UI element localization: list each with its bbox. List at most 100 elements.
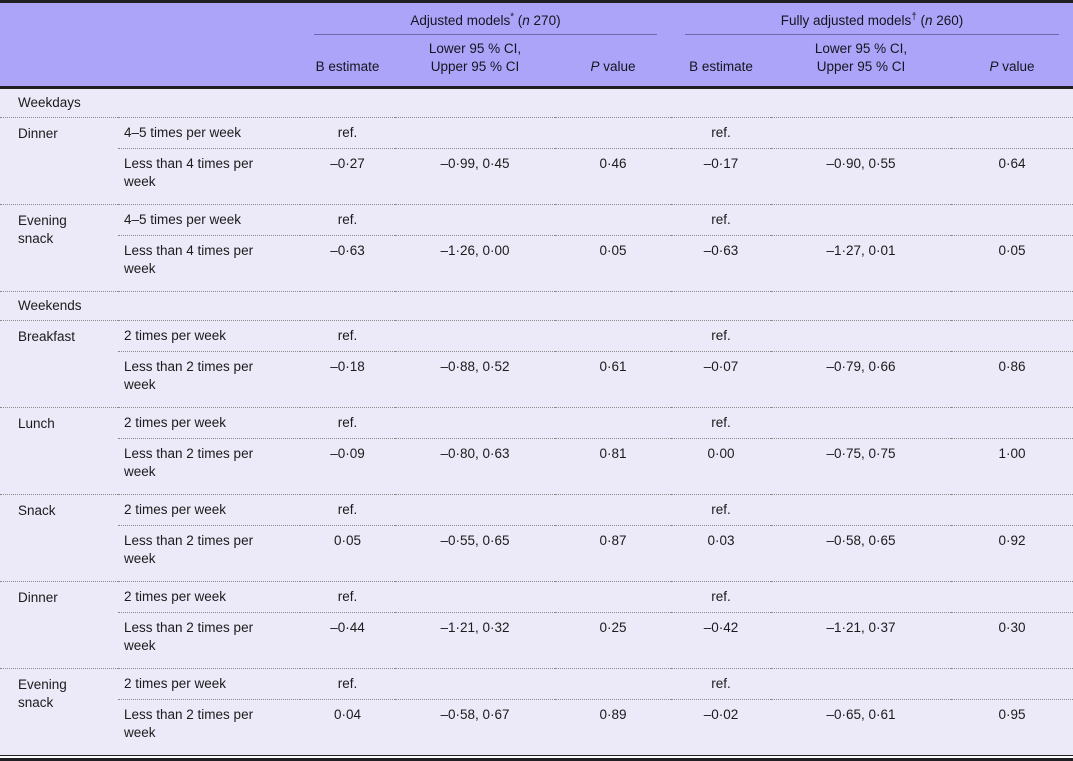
b-estimate-cell: 0·03 <box>671 524 771 582</box>
ci-cell: –0·88, 0·52 <box>395 350 555 408</box>
b-estimate-cell: ref. <box>671 667 771 700</box>
p-value-cell: 0·30 <box>951 611 1073 669</box>
p-value-cell: 0·95 <box>951 698 1073 756</box>
ci-cell: –0·55, 0·65 <box>395 524 555 582</box>
meal-cell: Lunch <box>0 406 118 495</box>
meal-cell: Evening snack <box>0 667 118 756</box>
frequency-cell: Less than 2 times per week <box>118 437 300 495</box>
p-value-cell <box>555 319 671 352</box>
ci-cell <box>771 406 951 439</box>
b-estimate-cell: ref. <box>671 493 771 526</box>
b-estimate-cell: –0·63 <box>671 234 771 292</box>
ci-cell <box>395 406 555 439</box>
ci-cell: –0·75, 0·75 <box>771 437 951 495</box>
b-estimate-cell: ref. <box>300 116 395 149</box>
p-value-cell <box>555 580 671 613</box>
meal-cell: Dinner <box>0 116 118 205</box>
b-estimate-cell: 0·04 <box>300 698 395 756</box>
p-value-cell <box>555 203 671 236</box>
header-stub <box>0 35 118 89</box>
ci-cell: –1·21, 0·32 <box>395 611 555 669</box>
p-value-cell: 1·00 <box>951 437 1073 495</box>
ci-cell <box>771 667 951 700</box>
b-estimate-cell: ref. <box>300 203 395 236</box>
b-estimate-cell: –0·17 <box>671 147 771 205</box>
ci-cell: –0·90, 0·55 <box>771 147 951 205</box>
frequency-cell: 2 times per week <box>118 406 300 439</box>
ci-cell <box>771 116 951 149</box>
ci-cell <box>395 116 555 149</box>
p-value-cell: 0·92 <box>951 524 1073 582</box>
p-value-cell: 0·61 <box>555 350 671 408</box>
b-estimate-cell: ref. <box>300 493 395 526</box>
meal-cell: Snack <box>0 493 118 582</box>
ci-cell: –0·79, 0·66 <box>771 350 951 408</box>
p-value-cell <box>951 493 1073 526</box>
ci-cell <box>771 493 951 526</box>
ci-cell <box>771 580 951 613</box>
frequency-cell: 2 times per week <box>118 319 300 352</box>
col-header-b-estimate-full: B estimate <box>671 35 771 89</box>
ci-cell: –0·99, 0·45 <box>395 147 555 205</box>
col-header-p-value-full: P value <box>951 35 1073 89</box>
b-estimate-cell: –0·02 <box>671 698 771 756</box>
col-header-p-value-adj: P value <box>555 35 671 89</box>
b-estimate-cell: –0·07 <box>671 350 771 408</box>
section-row-weekdays: Weekdays <box>0 86 1073 118</box>
group-header-row: Adjusted models* (n 270) Fully adjusted … <box>0 1 1073 36</box>
col-header-ci-adj: Lower 95 % CI, Upper 95 % CI <box>395 35 555 89</box>
frequency-cell: Less than 4 times per week <box>118 234 300 292</box>
p-value-cell <box>555 493 671 526</box>
ci-cell: –0·58, 0·67 <box>395 698 555 756</box>
b-estimate-cell: ref. <box>671 203 771 236</box>
ci-cell: –1·21, 0·37 <box>771 611 951 669</box>
p-value-cell <box>951 319 1073 352</box>
p-value-cell: 0·81 <box>555 437 671 495</box>
b-estimate-cell: –0·42 <box>671 611 771 669</box>
ci-cell: –1·26, 0·00 <box>395 234 555 292</box>
table-header: Adjusted models* (n 270) Fully adjusted … <box>0 1 1073 89</box>
col-header-ci-full: Lower 95 % CI, Upper 95 % CI <box>771 35 951 89</box>
table-row: Less than 4 times per week –0·27 –0·99, … <box>0 147 1073 205</box>
table-row: Less than 2 times per week 0·04 –0·58, 0… <box>0 698 1073 756</box>
frequency-cell: 2 times per week <box>118 667 300 700</box>
frequency-cell: Less than 2 times per week <box>118 611 300 669</box>
column-header-row: B estimate Lower 95 % CI, Upper 95 % CI P… <box>0 35 1073 89</box>
table-row: Snack 2 times per week ref. ref. <box>0 493 1073 582</box>
section-row-weekends: Weekends <box>0 290 1073 321</box>
b-estimate-cell: 0·00 <box>671 437 771 495</box>
b-estimate-cell: ref. <box>671 406 771 439</box>
frequency-cell: Less than 4 times per week <box>118 147 300 205</box>
frequency-cell: 2 times per week <box>118 493 300 526</box>
frequency-cell: Less than 2 times per week <box>118 698 300 756</box>
p-value-cell <box>951 580 1073 613</box>
meal-cell: Evening snack <box>0 203 118 292</box>
b-estimate-cell: ref. <box>671 319 771 352</box>
ci-cell: –1·27, 0·01 <box>771 234 951 292</box>
table-body: Weekdays Dinner 4–5 times per week ref. … <box>0 86 1073 756</box>
table-row: Evening snack 2 times per week ref. ref. <box>0 667 1073 756</box>
p-value-cell <box>555 116 671 149</box>
frequency-cell: 2 times per week <box>118 580 300 613</box>
group-header-fully-adjusted-label: Fully adjusted models† (n 260) <box>685 3 1060 36</box>
p-value-cell: 0·87 <box>555 524 671 582</box>
b-estimate-cell: ref. <box>671 580 771 613</box>
group-header-fully-adjusted: Fully adjusted models† (n 260) <box>671 1 1073 36</box>
b-estimate-cell: –0·09 <box>300 437 395 495</box>
meal-cell: Breakfast <box>0 319 118 408</box>
p-value-cell <box>555 406 671 439</box>
asterisk-footnote-marker: * <box>510 11 515 23</box>
section-label: Weekends <box>0 290 1073 321</box>
header-stub <box>0 1 300 36</box>
frequency-cell: 4–5 times per week <box>118 116 300 149</box>
frequency-cell: Less than 2 times per week <box>118 524 300 582</box>
frequency-cell: 4–5 times per week <box>118 203 300 236</box>
b-estimate-cell: ref. <box>300 667 395 700</box>
p-value-cell: 0·64 <box>951 147 1073 205</box>
p-value-cell: 0·05 <box>951 234 1073 292</box>
b-estimate-cell: ref. <box>671 116 771 149</box>
group-header-adjusted: Adjusted models* (n 270) <box>300 1 671 36</box>
p-value-cell <box>951 667 1073 700</box>
